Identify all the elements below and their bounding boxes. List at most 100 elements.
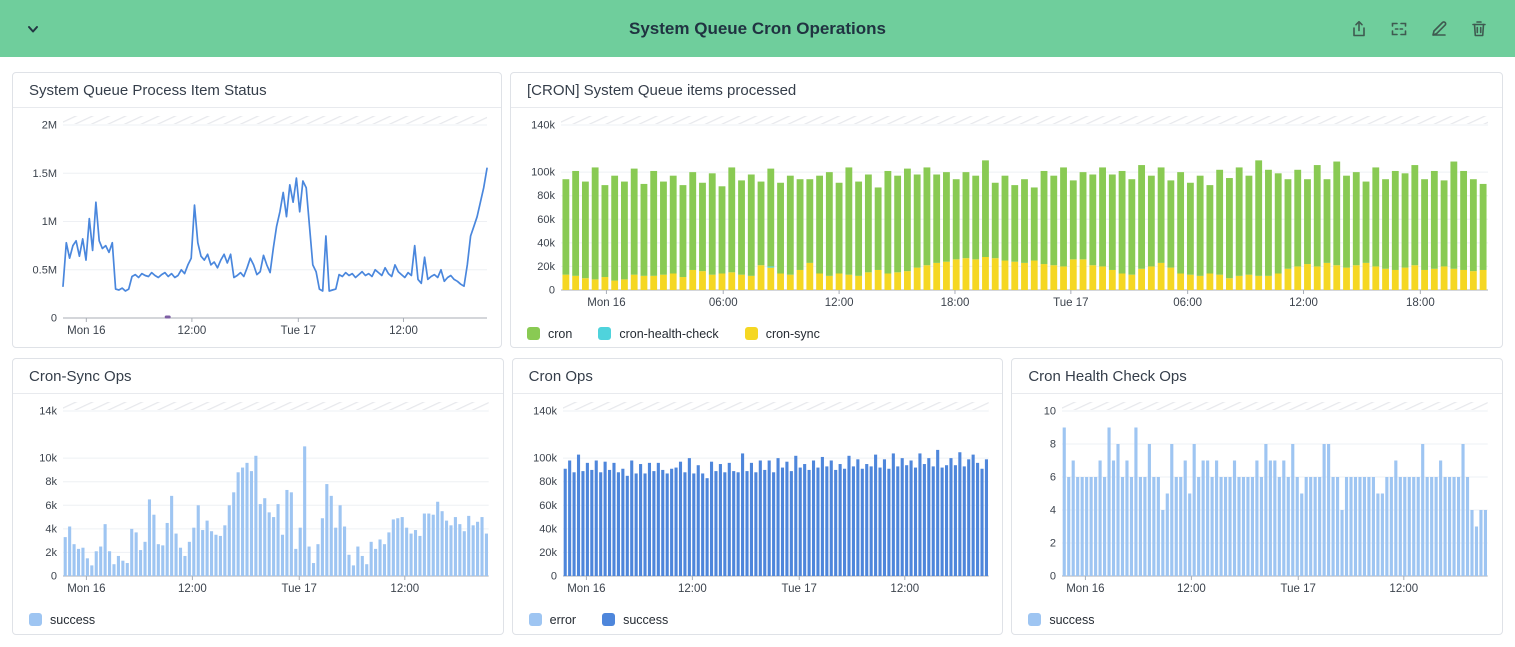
svg-text:20k: 20k xyxy=(537,261,555,273)
legend-item-success[interactable]: success xyxy=(602,613,668,627)
delete-button[interactable] xyxy=(1465,15,1493,43)
svg-text:0: 0 xyxy=(51,571,57,583)
line-chart-process-item-status[interactable]: 2M 1.5M 1M 0.5M 0 Mon 16 12:00 Tue 17 12:00 xyxy=(19,111,495,344)
legend-label: success xyxy=(1049,612,1095,627)
svg-text:60k: 60k xyxy=(539,500,557,512)
svg-text:Mon 16: Mon 16 xyxy=(587,297,625,309)
svg-text:12:00: 12:00 xyxy=(178,583,207,595)
edit-button[interactable] xyxy=(1425,15,1453,43)
svg-text:12:00: 12:00 xyxy=(389,325,418,337)
legend-item-success[interactable]: success xyxy=(29,613,95,627)
svg-text:100k: 100k xyxy=(531,167,555,179)
svg-text:12:00: 12:00 xyxy=(1390,583,1419,595)
svg-text:Tue 17: Tue 17 xyxy=(1053,297,1088,309)
svg-text:6: 6 xyxy=(1050,472,1056,484)
svg-text:8k: 8k xyxy=(45,476,57,488)
svg-text:06:00: 06:00 xyxy=(709,297,738,309)
legend-swatch xyxy=(598,327,612,340)
legend-label: cron xyxy=(548,326,573,341)
collapse-dashboard-button[interactable] xyxy=(20,16,46,42)
share-button[interactable] xyxy=(1345,15,1373,43)
panel-cron-ops: Cron Ops 140k 100k 80k 60k 40k 20k 0 Mon 16 12:0… xyxy=(511,358,1004,635)
copy-widget-icon xyxy=(1389,19,1409,39)
legend-swatch xyxy=(744,327,758,340)
legend-label: cron-sync xyxy=(765,326,820,341)
panel-title: Cron-Sync Ops xyxy=(13,359,503,394)
svg-text:2: 2 xyxy=(1050,538,1056,550)
dashboard-title: System Queue Cron Operations xyxy=(629,18,886,38)
svg-text:2M: 2M xyxy=(42,120,57,132)
copy-widget-button[interactable] xyxy=(1385,15,1413,43)
svg-text:1M: 1M xyxy=(42,216,57,228)
svg-text:Tue 17: Tue 17 xyxy=(281,325,316,337)
svg-text:Mon 16: Mon 16 xyxy=(67,325,105,337)
svg-text:14k: 14k xyxy=(39,406,57,418)
svg-text:10k: 10k xyxy=(39,453,57,465)
svg-text:12:00: 12:00 xyxy=(678,583,707,595)
bar-chart-cron-ops[interactable]: 140k 100k 80k 60k 40k 20k 0 Mon 16 12:00 Tue 17 12… xyxy=(519,397,997,602)
legend-item-cron-health-check[interactable]: cron-health-check xyxy=(598,326,719,341)
legend-label: error xyxy=(549,612,577,627)
svg-text:12:00: 12:00 xyxy=(825,297,854,309)
svg-text:18:00: 18:00 xyxy=(941,297,970,309)
dashboard-body: System Queue Process Item Status 2M 1.5M 1… xyxy=(0,57,1515,647)
panel-cron-health-check-ops: Cron Health Check Ops 10 8 6 4 2 0 Mon 16 12:00… xyxy=(1011,358,1504,635)
svg-text:18:00: 18:00 xyxy=(1406,297,1435,309)
legend-cron-ops: error success xyxy=(519,602,997,632)
share-icon xyxy=(1349,19,1369,39)
svg-text:80k: 80k xyxy=(537,190,555,202)
legend-item-cron[interactable]: cron xyxy=(527,327,572,341)
legend-item-error[interactable]: error xyxy=(528,612,577,627)
legend-swatch xyxy=(602,613,616,626)
trash-icon xyxy=(1469,19,1489,39)
svg-text:12:00: 12:00 xyxy=(1289,297,1318,309)
legend-cron-sync-ops: success xyxy=(19,602,497,632)
svg-text:0: 0 xyxy=(51,313,57,325)
pencil-icon xyxy=(1429,19,1449,39)
legend-swatch xyxy=(527,327,540,340)
svg-text:80k: 80k xyxy=(539,476,557,488)
svg-text:8: 8 xyxy=(1050,439,1056,451)
svg-text:140k: 140k xyxy=(533,406,557,418)
panel-title: Cron Health Check Ops xyxy=(1012,359,1503,394)
legend-label: success xyxy=(623,612,669,627)
legend-swatch xyxy=(528,613,542,626)
svg-text:100k: 100k xyxy=(533,453,557,465)
svg-text:1.5M: 1.5M xyxy=(33,168,57,180)
svg-text:Tue 17: Tue 17 xyxy=(282,583,317,595)
bar-chart-cron-health-check-ops[interactable]: 10 8 6 4 2 0 Mon 16 12:00 Tue 17 12:00 xyxy=(1018,397,1496,602)
svg-text:12:00: 12:00 xyxy=(1177,583,1206,595)
panel-process-item-status: System Queue Process Item Status 2M 1.5M 1… xyxy=(12,72,502,348)
svg-text:0.5M: 0.5M xyxy=(33,264,57,276)
panel-title: Cron Ops xyxy=(512,359,1003,394)
svg-text:0: 0 xyxy=(1050,571,1056,583)
legend-item-success[interactable]: success xyxy=(1028,612,1095,627)
svg-text:6k: 6k xyxy=(45,500,57,512)
svg-text:0: 0 xyxy=(551,571,557,583)
svg-text:Mon 16: Mon 16 xyxy=(1067,583,1105,595)
svg-text:0: 0 xyxy=(549,285,555,297)
svg-text:4: 4 xyxy=(1050,505,1056,517)
legend-items-processed: cron cron-health-check cron-sync xyxy=(517,316,1496,346)
svg-text:Tue 17: Tue 17 xyxy=(1281,583,1316,595)
legend-label: cron-health-check xyxy=(619,326,719,341)
svg-text:40k: 40k xyxy=(537,237,555,249)
svg-text:60k: 60k xyxy=(537,214,555,226)
panel-items-processed: [CRON] System Queue items processed 140k… xyxy=(510,72,1503,348)
legend-swatch xyxy=(29,613,42,626)
legend-item-cron-sync[interactable]: cron-sync xyxy=(744,326,820,341)
svg-text:20k: 20k xyxy=(539,547,557,559)
stacked-bar-chart-items-processed[interactable]: 140k 100k 80k 60k 40k 20k 0 Mon 16 06:00 12:00 18:… xyxy=(517,111,1496,316)
legend-label: success xyxy=(50,612,96,627)
bar-chart-cron-sync-ops[interactable]: 14k 10k 8k 6k 4k 2k 0 Mon 16 12:00 Tue 17 12:00 xyxy=(19,397,497,602)
svg-text:12:00: 12:00 xyxy=(178,325,207,337)
panel-cron-sync-ops: Cron-Sync Ops 14k 10k 8k 6k 4k 2k 0 Mon 16 12:00… xyxy=(12,358,504,635)
svg-text:Tue 17: Tue 17 xyxy=(781,583,816,595)
svg-text:40k: 40k xyxy=(539,523,557,535)
legend-swatch xyxy=(1028,613,1042,626)
svg-text:2k: 2k xyxy=(45,547,57,559)
svg-text:10: 10 xyxy=(1044,406,1056,418)
dashboard-header: System Queue Cron Operations xyxy=(0,0,1515,57)
svg-text:Mon 16: Mon 16 xyxy=(67,583,105,595)
svg-text:Mon 16: Mon 16 xyxy=(567,583,605,595)
